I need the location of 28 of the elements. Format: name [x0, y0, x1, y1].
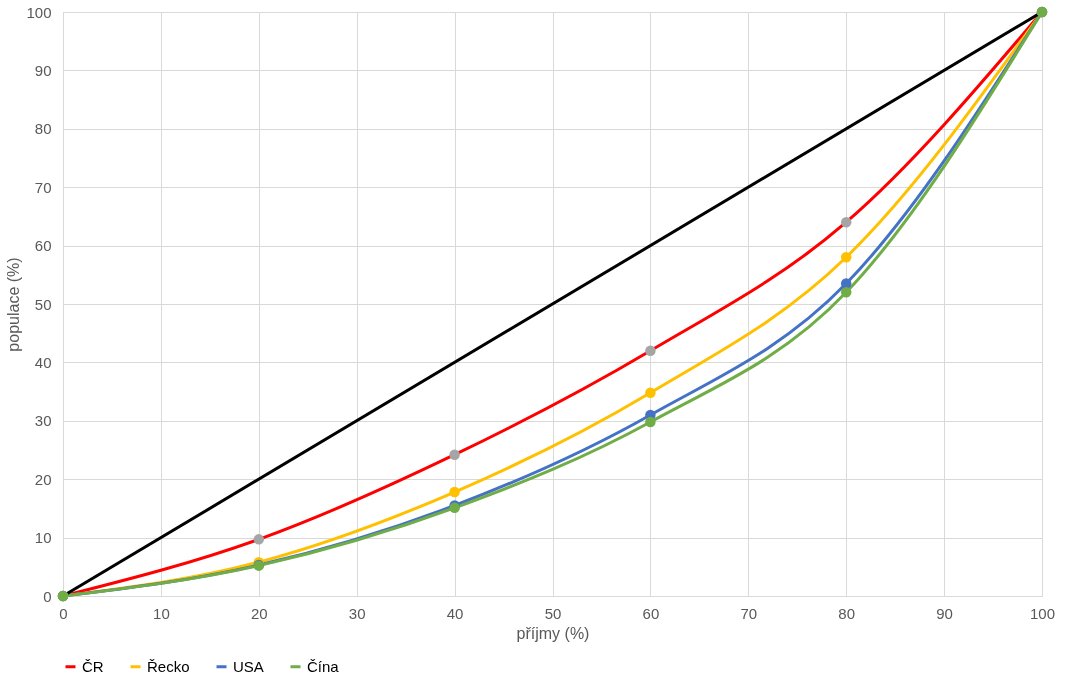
x-tick-label: 90	[936, 604, 953, 622]
y-tick-label: 70	[34, 178, 52, 196]
y-tick-label: 40	[34, 353, 52, 371]
y-tick-label: 0	[43, 587, 52, 605]
x-axis-title: příjmy (%)	[516, 624, 590, 642]
y-tick-label: 20	[34, 470, 52, 488]
legend-label: ČR	[82, 657, 104, 675]
x-tick-label: 50	[544, 604, 562, 622]
y-tick-label: 10	[34, 529, 52, 547]
legend-label: Řecko	[147, 657, 190, 675]
x-tick-label: 10	[153, 604, 170, 622]
x-tick-label: 80	[838, 604, 856, 622]
x-tick-label: 30	[348, 604, 366, 622]
legend-label: Čína	[307, 657, 340, 675]
y-tick-label: 50	[34, 295, 52, 313]
y-tick-label: 30	[34, 412, 52, 430]
x-tick-label: 20	[250, 604, 268, 622]
legend-label: USA	[233, 657, 264, 675]
x-tick-label: 60	[642, 604, 660, 622]
y-tick-label: 90	[34, 61, 52, 79]
y-tick-label: 100	[26, 3, 52, 21]
x-tick-label: 0	[59, 604, 68, 622]
x-tick-label: 70	[740, 604, 758, 622]
y-tick-label: 60	[34, 237, 52, 255]
y-axis-title: populace (%)	[5, 257, 23, 352]
x-tick-label: 40	[446, 604, 464, 622]
x-tick-label: 100	[1029, 604, 1056, 622]
y-tick-label: 80	[34, 120, 52, 138]
